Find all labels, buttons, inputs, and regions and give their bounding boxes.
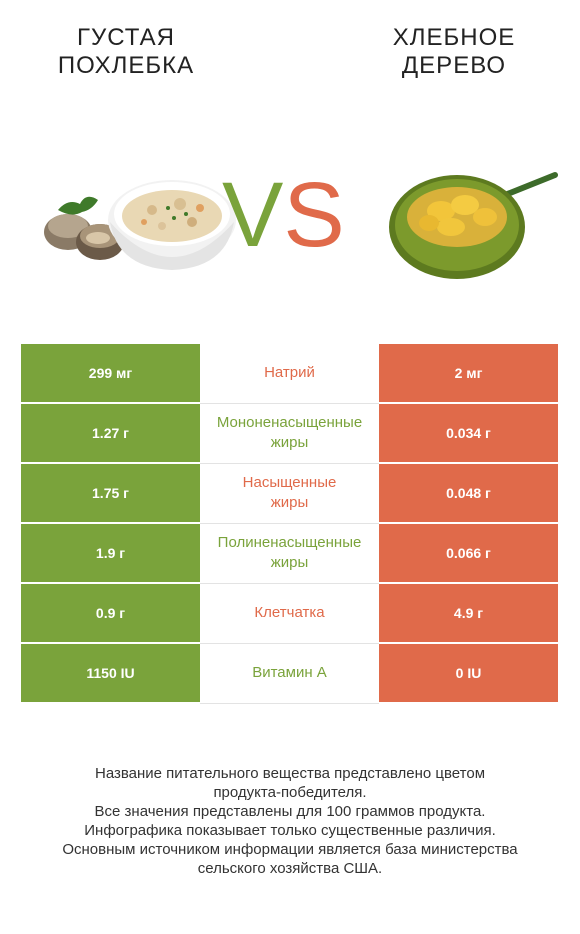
table-row: 1.75 г Насыщенные жиры 0.048 г — [21, 464, 558, 524]
table-row: 1150 IU Витамин A 0 IU — [21, 644, 558, 704]
nutrient-label: Полиненасыщенные жиры — [217, 534, 362, 571]
footer-line: Название питательного вещества представл… — [94, 765, 486, 782]
right-value: 0 IU — [379, 644, 558, 702]
table-row: 0.9 г Клетчатка 4.9 г — [21, 584, 558, 644]
nutrient-label: Клетчатка — [254, 604, 325, 621]
table-row: 1.27 г Мононенасыщенные жиры 0.034 г — [21, 404, 558, 464]
left-value: 299 мг — [21, 344, 200, 402]
footer-line: Основным источником информации является … — [62, 841, 518, 858]
chowder-image — [44, 180, 236, 270]
left-value: 1.27 г — [21, 404, 200, 462]
right-value: 0.034 г — [379, 404, 558, 462]
nutrient-label: Насыщенные жиры — [242, 474, 337, 511]
nutrient-label: Мононенасыщенные жиры — [216, 414, 363, 451]
footer-notes: Название питательного вещества представл… — [20, 764, 560, 878]
footer-line: Инфографика показывает только существенн… — [84, 822, 496, 839]
nutrient-label: Натрий — [264, 364, 315, 381]
left-value: 0.9 г — [21, 584, 200, 642]
jackfruit-image — [389, 172, 558, 279]
right-value: 4.9 г — [379, 584, 558, 642]
left-product-title: ГУСТАЯ ПОХЛЕБКА — [57, 24, 195, 79]
footer-line: Все значения представлены для 100 граммо… — [94, 803, 486, 820]
nutrient-label: Витамин A — [252, 664, 327, 681]
vs-label: VS — [222, 164, 345, 266]
footer-line: продукта-победителя. — [213, 784, 367, 801]
footer-line: сельского хозяйства США. — [197, 860, 383, 877]
right-product-title: ХЛЕБНОЕ ДЕРЕВО — [392, 24, 516, 79]
right-value: 0.048 г — [379, 464, 558, 522]
table-row: 299 мг Натрий 2 мг — [21, 344, 558, 404]
left-value: 1.9 г — [21, 524, 200, 582]
right-value: 0.066 г — [379, 524, 558, 582]
table-row: 1.9 г Полиненасыщенные жиры 0.066 г — [21, 524, 558, 584]
comparison-table: 299 мг Натрий 2 мг 1.27 г Мононенасыщенн… — [21, 344, 558, 704]
left-value: 1.75 г — [21, 464, 200, 522]
right-value: 2 мг — [379, 344, 558, 402]
left-value: 1150 IU — [21, 644, 200, 702]
